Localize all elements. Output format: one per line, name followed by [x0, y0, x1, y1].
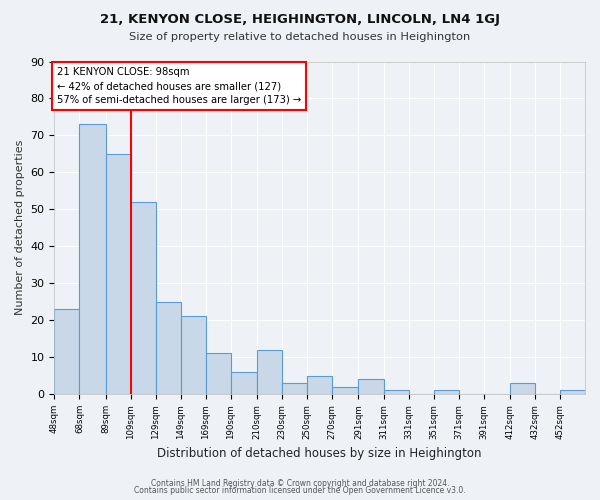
Bar: [282, 383, 307, 394]
Bar: [206, 354, 231, 394]
Bar: [383, 390, 409, 394]
Bar: [307, 376, 332, 394]
Text: 21 KENYON CLOSE: 98sqm
← 42% of detached houses are smaller (127)
57% of semi-de: 21 KENYON CLOSE: 98sqm ← 42% of detached…: [57, 67, 301, 105]
Bar: [231, 372, 257, 394]
Bar: [79, 124, 106, 394]
Text: Contains HM Land Registry data © Crown copyright and database right 2024.: Contains HM Land Registry data © Crown c…: [151, 478, 449, 488]
Bar: [106, 154, 131, 394]
Text: 21, KENYON CLOSE, HEIGHINGTON, LINCOLN, LN4 1GJ: 21, KENYON CLOSE, HEIGHINGTON, LINCOLN, …: [100, 12, 500, 26]
X-axis label: Distribution of detached houses by size in Heighington: Distribution of detached houses by size …: [157, 447, 482, 460]
Bar: [332, 386, 358, 394]
Y-axis label: Number of detached properties: Number of detached properties: [15, 140, 25, 316]
Bar: [257, 350, 282, 394]
Text: Contains public sector information licensed under the Open Government Licence v3: Contains public sector information licen…: [134, 486, 466, 495]
Bar: [358, 380, 383, 394]
Bar: [510, 383, 535, 394]
Bar: [156, 302, 181, 394]
Text: Size of property relative to detached houses in Heighington: Size of property relative to detached ho…: [130, 32, 470, 42]
Bar: [55, 309, 79, 394]
Bar: [434, 390, 458, 394]
Bar: [560, 390, 585, 394]
Bar: [181, 316, 206, 394]
Bar: [131, 202, 156, 394]
